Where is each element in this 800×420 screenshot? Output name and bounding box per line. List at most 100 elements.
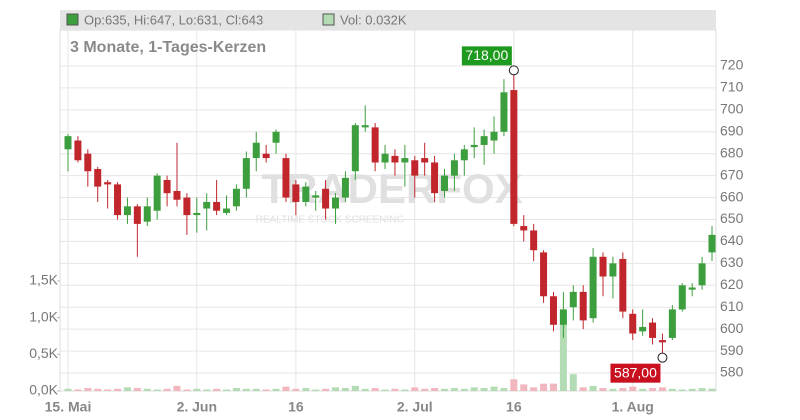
volume-bar bbox=[123, 387, 131, 391]
volume-bar bbox=[579, 387, 587, 391]
candle-body bbox=[272, 131, 280, 143]
candle-body bbox=[371, 127, 379, 163]
volume-bar bbox=[312, 389, 320, 391]
annotation-box bbox=[461, 46, 512, 66]
legend-swatch bbox=[66, 13, 79, 26]
volume-bar bbox=[480, 388, 488, 391]
volume-bar bbox=[589, 385, 597, 391]
volume-bar bbox=[609, 388, 617, 391]
candle-body bbox=[668, 309, 676, 338]
volume-bar bbox=[510, 379, 518, 391]
candle-body bbox=[540, 252, 548, 297]
candle-body bbox=[84, 153, 92, 172]
annotation-marker bbox=[508, 65, 519, 76]
y-tick-label: 590 bbox=[720, 342, 744, 358]
volume-bar bbox=[431, 388, 439, 391]
volume-bar bbox=[341, 388, 349, 391]
candle-body bbox=[599, 256, 607, 277]
candle-body bbox=[639, 326, 647, 332]
y-tick-label: 700 bbox=[720, 101, 744, 117]
candle-body bbox=[490, 131, 498, 141]
volume-bar bbox=[133, 388, 141, 391]
y-tick-label: 650 bbox=[720, 210, 744, 226]
candle-body bbox=[173, 190, 181, 200]
volume-bar bbox=[74, 389, 82, 391]
annotation-box bbox=[610, 363, 661, 383]
volume-bar bbox=[460, 388, 468, 391]
volume-bar bbox=[252, 388, 260, 391]
candle-body bbox=[351, 125, 359, 172]
volume-bar bbox=[302, 388, 310, 391]
volume-bar bbox=[599, 388, 607, 391]
volume-bar bbox=[173, 385, 181, 391]
candle-body bbox=[549, 296, 557, 325]
volume-bar bbox=[401, 389, 409, 391]
candle-body bbox=[658, 340, 666, 343]
candle-body bbox=[649, 322, 657, 338]
plot-area bbox=[59, 29, 717, 392]
volume-bar bbox=[232, 388, 240, 391]
candle-body bbox=[361, 125, 369, 128]
candle-body bbox=[629, 313, 637, 334]
candle-body bbox=[163, 180, 171, 194]
volume-bar bbox=[223, 389, 231, 391]
volume-bar bbox=[351, 385, 359, 391]
x-tick-label: 16 bbox=[506, 399, 522, 415]
volume-bar bbox=[193, 388, 201, 391]
candle-body bbox=[421, 158, 429, 163]
volume-bar bbox=[262, 389, 270, 391]
candle-body bbox=[520, 226, 528, 231]
candle-body bbox=[500, 92, 508, 132]
y-tick-label: 670 bbox=[720, 166, 744, 182]
candle-body bbox=[223, 208, 231, 213]
candle-body bbox=[64, 136, 72, 150]
candle-body bbox=[74, 140, 82, 161]
candle-body bbox=[341, 177, 349, 198]
y-tick-label: 580 bbox=[720, 364, 744, 380]
volume-bar bbox=[688, 388, 696, 391]
candle-body bbox=[411, 160, 419, 176]
watermark-sub: REALTIME STOCK SCREENING bbox=[256, 215, 405, 226]
candle-body bbox=[282, 158, 290, 198]
volume-bar bbox=[678, 389, 686, 391]
volume-bar bbox=[559, 313, 567, 391]
candle-body bbox=[312, 195, 320, 198]
candle-body bbox=[569, 291, 577, 308]
volume-bar bbox=[421, 388, 429, 391]
volume-bar bbox=[639, 388, 647, 391]
candle-body bbox=[123, 206, 131, 216]
candle-body bbox=[391, 155, 399, 163]
y-tick-label: 710 bbox=[720, 79, 744, 95]
y2-tick-label: 0,0K bbox=[29, 382, 58, 398]
volume-bar bbox=[94, 388, 102, 391]
volume-bar bbox=[64, 388, 72, 391]
volume-bar bbox=[411, 387, 419, 391]
candle-body bbox=[698, 263, 706, 286]
volume-bar bbox=[649, 388, 657, 391]
volume-bar bbox=[272, 388, 280, 391]
volume-bar bbox=[520, 384, 528, 391]
volume-bar bbox=[163, 388, 171, 391]
annotation-label: 718,00 bbox=[465, 47, 508, 63]
volume-bar bbox=[104, 389, 112, 391]
annotation-marker bbox=[657, 352, 668, 363]
volume-bar bbox=[490, 386, 498, 391]
candle-body bbox=[510, 90, 518, 224]
y-tick-label: 680 bbox=[720, 144, 744, 160]
y-tick-label: 690 bbox=[720, 122, 744, 138]
y-tick-label: 600 bbox=[720, 320, 744, 336]
x-tick-label: 16 bbox=[288, 399, 304, 415]
volume-bar bbox=[629, 386, 637, 391]
candle-body bbox=[619, 258, 627, 312]
y-tick-label: 660 bbox=[720, 188, 744, 204]
volume-bar bbox=[450, 388, 458, 391]
volume-bar bbox=[282, 386, 290, 391]
candle-body bbox=[332, 197, 340, 209]
volume-bar bbox=[183, 389, 191, 391]
candle-body bbox=[114, 184, 122, 216]
volume-bar bbox=[203, 389, 211, 391]
candle-body bbox=[708, 234, 716, 253]
volume-bar bbox=[322, 388, 330, 391]
candle-body bbox=[589, 256, 597, 319]
